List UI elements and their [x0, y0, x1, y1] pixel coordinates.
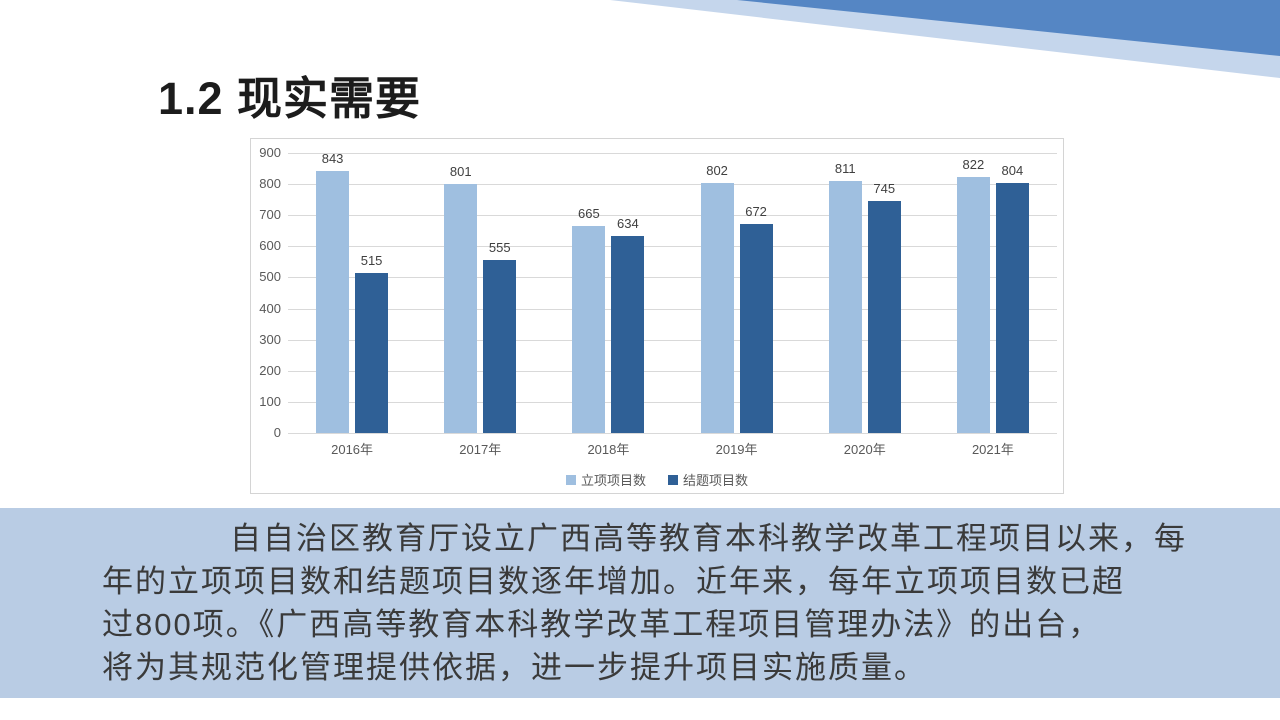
bar-series2 — [739, 223, 773, 433]
bar-value-label: 745 — [873, 181, 896, 197]
gridline — [288, 401, 1057, 403]
x-axis-label: 2018年 — [587, 442, 630, 457]
y-axis-label: 500 — [259, 269, 281, 285]
y-axis-label: 0 — [273, 425, 281, 440]
gridline — [288, 277, 1057, 279]
decor-band-dark — [737, 0, 1280, 56]
bar-value-label: 634 — [617, 215, 639, 231]
x-axis-label: 2019年 — [715, 442, 758, 457]
chart-legend: 立项项目数 结题项目数 — [251, 470, 1063, 489]
page-title: 1.2 现实需要 — [158, 73, 422, 124]
y-axis-label: 300 — [259, 331, 281, 347]
gridline — [288, 215, 1057, 217]
y-axis-label: 800 — [259, 176, 281, 192]
bar-series1 — [956, 177, 990, 433]
legend-swatch-series1-icon — [565, 474, 576, 485]
bar-series2 — [483, 260, 517, 433]
bar-value-label: 811 — [834, 160, 856, 176]
bar-series1 — [700, 183, 734, 433]
y-axis-label: 100 — [259, 393, 281, 409]
legend-item-series1: 立项项目数 — [565, 470, 646, 489]
y-axis-label: 900 — [259, 145, 281, 160]
gridline — [288, 370, 1057, 372]
bar-value-label: 822 — [962, 157, 985, 173]
bar-value-label: 801 — [449, 163, 472, 179]
body-text-panel: 自自治区教育厅设立广西高等教育本科教学改革工程项目以来，每 年的立项项目数和结题… — [0, 508, 1280, 698]
legend-label-series2: 结题项目数 — [683, 473, 749, 488]
bar-series1 — [828, 180, 862, 433]
corner-decoration — [610, 0, 1280, 78]
bar-value-label: 802 — [706, 163, 728, 179]
gridline — [288, 153, 1057, 154]
bar-series1 — [316, 170, 350, 433]
bar-value-label: 515 — [360, 252, 383, 268]
legend-swatch-series2-icon — [668, 474, 678, 485]
legend-item-series2: 结题项目数 — [668, 470, 748, 489]
body-text-line: 年的立项项目数和结题项目数逐年增加。近年来，每年立项项目数已超 — [102, 564, 1125, 599]
body-text-line: 自自治区教育厅设立广西高等教育本科教学改革工程项目以来，每 — [230, 521, 1187, 556]
bar-series2 — [355, 272, 389, 433]
y-axis-label: 200 — [259, 362, 281, 378]
bar-value-label: 672 — [745, 203, 767, 219]
x-axis-label: 2017年 — [459, 442, 502, 457]
bar-series1 — [444, 183, 478, 433]
bar-series2 — [867, 201, 901, 433]
y-axis-label: 600 — [259, 238, 281, 254]
body-text-line: 过800项。《广西高等教育本科教学改革工程项目管理办法》的出台， — [102, 607, 1102, 642]
gridline — [288, 246, 1057, 248]
bar-value-label: 843 — [321, 150, 344, 166]
bar-series2 — [995, 182, 1029, 433]
gridline — [288, 433, 1057, 434]
legend-label-series1: 立项项目数 — [580, 473, 646, 488]
bar-value-label: 555 — [488, 240, 511, 256]
x-axis-label: 2020年 — [843, 442, 886, 457]
bar-value-label: 804 — [1001, 162, 1024, 178]
x-axis-label: 2016年 — [331, 442, 374, 457]
y-axis-label: 400 — [259, 300, 281, 316]
gridline — [288, 184, 1057, 186]
gridline — [288, 339, 1057, 341]
plot-area: 0 100 200 300 400 500 600 700 800 900 2016年 843 515 2… — [251, 139, 1063, 493]
bar-series1 — [572, 226, 606, 433]
y-axis-label: 700 — [259, 207, 281, 223]
body-text-line: 将为其规范化管理提供依据，进一步提升项目实施质量。 — [102, 650, 927, 685]
bar-value-label: 665 — [578, 206, 600, 222]
bar-series2 — [611, 235, 645, 433]
bar-chart: 0 100 200 300 400 500 600 700 800 900 2016年 843 515 2… — [250, 138, 1064, 494]
x-axis-label: 2021年 — [971, 442, 1014, 457]
gridline — [288, 308, 1057, 310]
